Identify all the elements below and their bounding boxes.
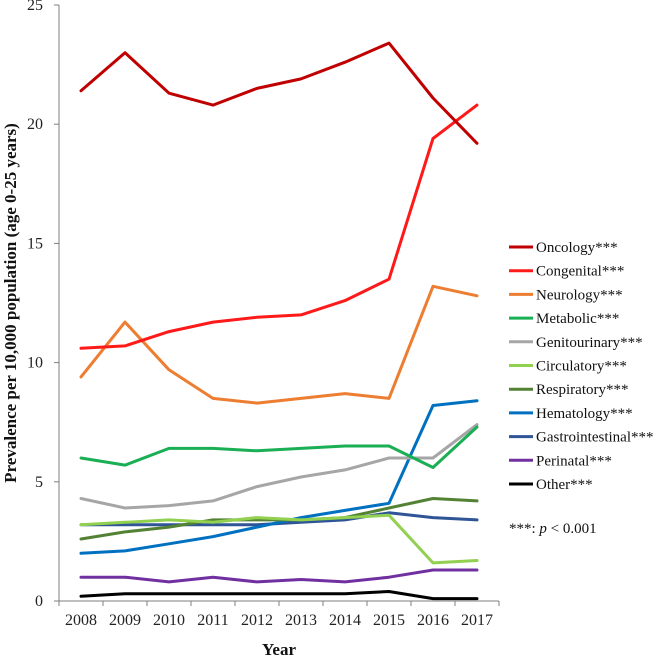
legend-label: Metabolic*** <box>536 311 619 327</box>
x-tick-label: 2012 <box>241 612 273 629</box>
legend-item-neurology: Neurology*** <box>509 287 623 303</box>
legend-item-perinatal: Perinatal*** <box>509 453 612 469</box>
y-tick-label: 0 <box>35 593 43 610</box>
x-tick-label: 2008 <box>65 612 97 629</box>
significance-note-prefix: ***: <box>509 521 539 537</box>
legend-item-congenital: Congenital*** <box>509 264 624 280</box>
legend-label: Gastrointestinal*** <box>536 430 653 446</box>
significance-note-variable: p <box>538 521 547 537</box>
x-tick-label: 2009 <box>109 612 141 629</box>
series-line-other <box>79 590 479 601</box>
legend-item-genitourinary: Genitourinary*** <box>509 335 643 351</box>
y-axis-ticks: 0 5 10 15 20 25 <box>27 0 59 610</box>
y-tick-label: 10 <box>27 355 43 372</box>
series-line-perinatal <box>79 568 479 584</box>
legend-item-hematology: Hematology*** <box>509 406 633 422</box>
x-axis-title: Year <box>262 640 296 657</box>
series-layer <box>79 41 479 601</box>
chart-legend: Oncology*** Congenital*** Neurology*** Meta… <box>509 240 653 493</box>
series-line-congenital <box>79 103 479 350</box>
legend-label: Perinatal*** <box>536 453 612 469</box>
y-tick-label: 20 <box>27 116 43 133</box>
x-tick-label: 2011 <box>197 612 228 629</box>
series-line-circulatory <box>79 513 479 565</box>
legend-item-metabolic: Metabolic*** <box>509 311 619 327</box>
legend-label: Other*** <box>536 477 593 493</box>
legend-label: Respiratory*** <box>536 382 628 398</box>
legend-item-respiratory: Respiratory*** <box>509 382 628 398</box>
legend-item-other: Other*** <box>509 477 593 493</box>
x-tick-label: 2014 <box>329 612 361 629</box>
significance-note-suffix: < 0.001 <box>547 521 597 537</box>
legend-item-oncology: Oncology*** <box>509 240 618 256</box>
x-tick-label: 2013 <box>285 612 317 629</box>
x-tick-label: 2010 <box>153 612 185 629</box>
y-axis-title: Prevalence per 10,000 population (age 0-… <box>1 123 20 483</box>
legend-label: Oncology*** <box>536 240 618 256</box>
legend-label: Hematology*** <box>536 406 633 422</box>
x-axis-ticks: 2008 2009 2010 2011 2012 2013 2014 2015 2016 2017 <box>58 601 500 629</box>
legend-item-circulatory: Circulatory*** <box>509 359 627 375</box>
series-line-neurology <box>79 284 479 405</box>
x-tick-label: 2016 <box>417 612 449 629</box>
significance-note: ***: p < 0.001 <box>509 521 597 537</box>
series-line-oncology <box>79 41 479 145</box>
legend-item-gastrointestinal: Gastrointestinal*** <box>509 430 653 446</box>
x-tick-label: 2017 <box>461 612 493 629</box>
legend-label: Circulatory*** <box>536 359 627 375</box>
legend-label: Congenital*** <box>536 264 624 280</box>
series-line-hematology <box>79 399 479 555</box>
series-line-metabolic <box>79 425 479 469</box>
y-tick-label: 25 <box>27 0 43 14</box>
legend-label: Genitourinary*** <box>536 335 643 351</box>
y-tick-label: 15 <box>27 235 43 252</box>
x-tick-label: 2015 <box>373 612 405 629</box>
legend-label: Neurology*** <box>536 287 623 303</box>
y-tick-label: 5 <box>35 474 43 491</box>
